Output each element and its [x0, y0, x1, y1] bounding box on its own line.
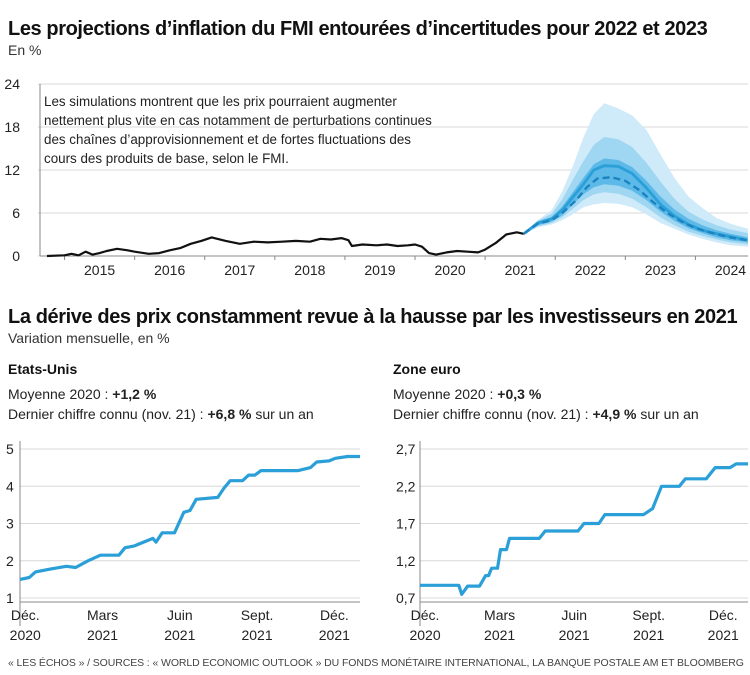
y-tick-label: 12 [4, 162, 20, 178]
us-title: Etats-Unis [8, 361, 78, 377]
eu-last-suffix: sur un an [636, 406, 699, 422]
series-line [420, 462, 748, 596]
y-tick-label: 1 [6, 590, 14, 606]
history-line [46, 231, 524, 258]
eu-avg-label: Moyenne 2020 : [393, 386, 498, 402]
eu-last-value: +4,9 % [592, 406, 637, 422]
x-tick-label-year: 2021 [87, 627, 118, 643]
eu-avg-value: +0,3 % [497, 386, 542, 402]
x-tick-label: 2024 [715, 262, 746, 278]
x-tick-label-year: 2021 [164, 627, 195, 643]
us-avg-label: Moyenne 2020 : [8, 386, 113, 402]
y-tick-label: 4 [6, 478, 14, 494]
x-tick-label: 2020 [435, 262, 466, 278]
x-tick-label-month: Juin [561, 607, 587, 623]
y-tick-label: 0,7 [396, 590, 416, 606]
x-tick-label: 2015 [84, 262, 115, 278]
us-last-label: Dernier chiffre connu (nov. 21) : [8, 406, 208, 422]
eu-last: Dernier chiffre connu (nov. 21) : +4,9 %… [393, 406, 699, 422]
x-tick-label-year: 2020 [409, 627, 440, 643]
y-tick-label: 24 [4, 76, 20, 92]
chart1-unit: En % [8, 42, 42, 58]
imf-projection-chart: 0 6 12 18 24 2015 2016 2017 2018 2019 2020 2021 2022… [4, 76, 749, 278]
x-tick-label-month: Mars [87, 607, 118, 623]
chart1-annotation: Les simulations montrent que les prix po… [44, 94, 432, 166]
x-tick-label-year: 2021 [241, 627, 272, 643]
chart1-title: Les projections d’inflation du FMI entou… [8, 18, 708, 40]
y-tick-label: 1,7 [396, 516, 416, 532]
us-last: Dernier chiffre connu (nov. 21) : +6,8 %… [8, 406, 314, 422]
projection-median-line [523, 175, 749, 242]
eu-last-label: Dernier chiffre connu (nov. 21) : [393, 406, 593, 422]
series-line [19, 454, 360, 581]
x-tick-label-month: Déc. [411, 607, 440, 623]
us-last-suffix: sur un an [251, 406, 314, 422]
us-avg: Moyenne 2020 : +1,2 % [8, 386, 156, 402]
y-tick-label: 0 [12, 248, 20, 264]
x-tick-label-month: Juin [167, 607, 193, 623]
x-tick-label: 2022 [575, 262, 606, 278]
x-tick-label-month: Déc. [709, 607, 738, 623]
us-last-value: +6,8 % [207, 406, 252, 422]
x-tick-label-month: Déc. [320, 607, 349, 623]
x-tick-label-year: 2021 [484, 627, 515, 643]
y-tick-label: 5 [6, 441, 14, 457]
chart2-unit: Variation mensuelle, en % [8, 330, 170, 346]
x-tick-label: 2023 [645, 262, 676, 278]
chart2-title: La dérive des prix constamment revue à l… [8, 306, 738, 328]
x-tick-label-year: 2021 [708, 627, 739, 643]
us-avg-value: +1,2 % [112, 386, 157, 402]
x-tick-label-month: Mars [484, 607, 515, 623]
eu-avg: Moyenne 2020 : +0,3 % [393, 386, 541, 402]
x-tick-label-month: Sept. [632, 607, 665, 623]
y-tick-label: 18 [4, 119, 20, 135]
y-tick-label: 3 [6, 516, 14, 532]
projection-central-line [522, 164, 745, 241]
y-tick-label: 6 [12, 205, 20, 221]
x-tick-label-year: 2020 [10, 627, 41, 643]
x-tick-label: 2018 [294, 262, 325, 278]
x-tick-label-year: 2021 [559, 627, 590, 643]
y-tick-label: 2,2 [396, 478, 416, 494]
x-tick-label: 2019 [364, 262, 395, 278]
y-tick-label: 2 [6, 553, 14, 569]
y-tick-label: 1,2 [396, 553, 416, 569]
uncertainty-band-inner [523, 158, 748, 243]
eu-title: Zone euro [393, 361, 461, 377]
footer-sources: « LES ÉCHOS » / SOURCES : « WORLD ECONOM… [8, 657, 744, 669]
x-tick-label-year: 2021 [633, 627, 664, 643]
x-tick-label: 2017 [224, 262, 255, 278]
x-tick-label-month: Déc. [11, 607, 40, 623]
x-tick-label: 2021 [505, 262, 536, 278]
y-tick-label: 2,7 [396, 441, 416, 457]
x-tick-label-year: 2021 [319, 627, 350, 643]
x-tick-label: 2016 [154, 262, 185, 278]
x-tick-label-month: Sept. [241, 607, 274, 623]
